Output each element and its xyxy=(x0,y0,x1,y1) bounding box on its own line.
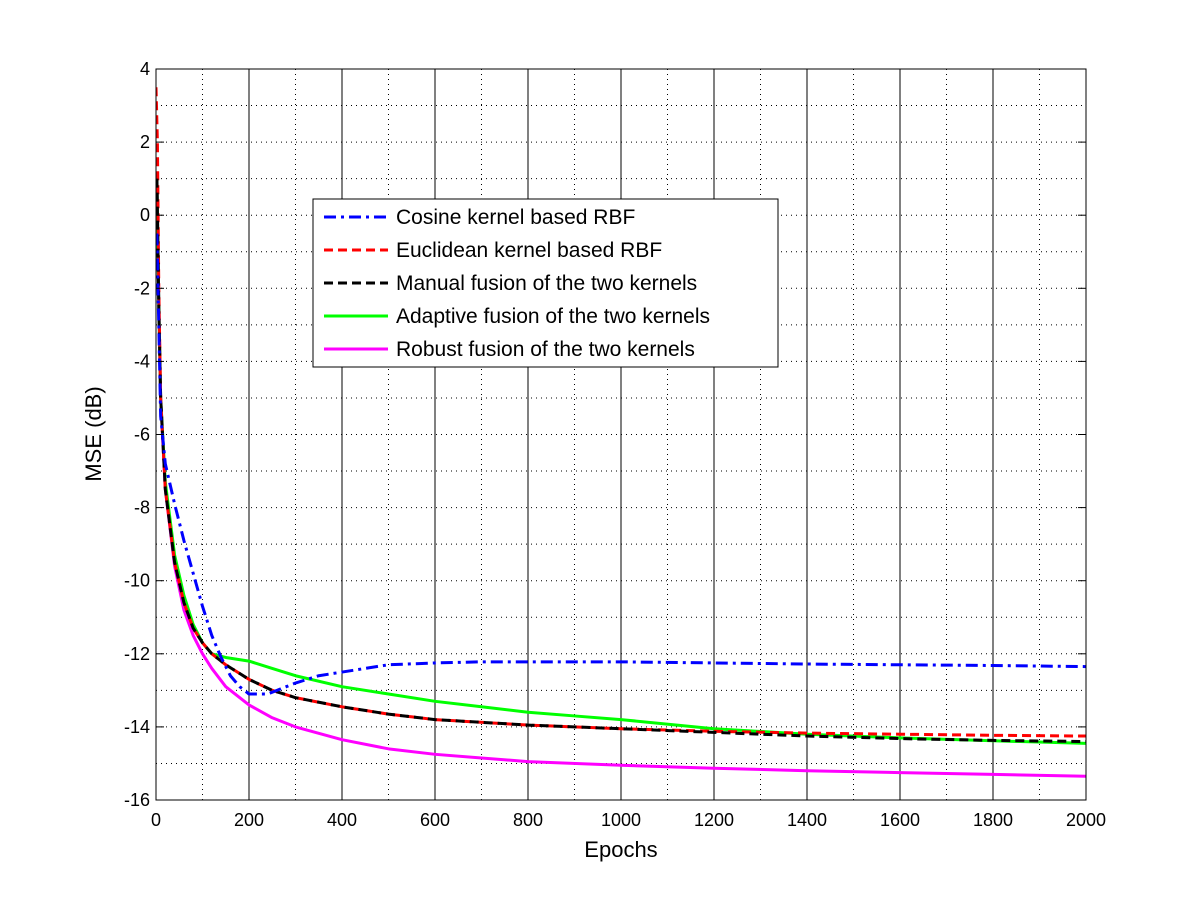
y-tick-label: -12 xyxy=(124,644,150,664)
tick-marks xyxy=(155,68,1087,801)
x-tick-label: 1000 xyxy=(601,810,641,830)
y-tick-label: -16 xyxy=(124,790,150,810)
x-tick-label: 1600 xyxy=(880,810,920,830)
legend: Cosine kernel based RBF Euclidean kernel … xyxy=(312,198,779,368)
x-tick-label: 0 xyxy=(151,810,161,830)
y-tick-label: -10 xyxy=(124,571,150,591)
legend-label-0: Cosine kernel based RBF xyxy=(396,206,635,229)
y-tick-label: -6 xyxy=(134,425,150,445)
y-tick-label: 0 xyxy=(140,205,150,225)
tick-labels: 0 200 400 600 800 1000 1200 1400 1600 1800 2000 -16… xyxy=(124,59,1106,830)
legend-label-3: Adaptive fusion of the two kernels xyxy=(396,305,710,328)
legend-label-4: Robust fusion of the two kernels xyxy=(396,338,695,361)
y-axis-label: MSE (dB) xyxy=(81,386,106,481)
series-layer xyxy=(156,87,1086,778)
y-tick-label: 4 xyxy=(140,59,150,79)
y-tick-label: -8 xyxy=(134,498,150,518)
grid-lines xyxy=(156,69,1086,800)
x-tick-label: 1200 xyxy=(694,810,734,830)
legend-label-2: Manual fusion of the two kernels xyxy=(396,272,697,295)
x-tick-label: 800 xyxy=(513,810,543,830)
x-tick-label: 2000 xyxy=(1066,810,1106,830)
x-tick-label: 1800 xyxy=(973,810,1013,830)
y-tick-label: 2 xyxy=(140,132,150,152)
y-tick-label: -4 xyxy=(134,351,150,371)
y-tick-label: -14 xyxy=(124,717,150,737)
legend-box xyxy=(312,198,779,368)
legend-label-1: Euclidean kernel based RBF xyxy=(396,239,662,262)
x-tick-label: 400 xyxy=(327,810,357,830)
y-tick-label: -2 xyxy=(134,278,150,298)
x-axis-label: Epochs xyxy=(584,837,657,862)
x-tick-label: 1400 xyxy=(787,810,827,830)
x-tick-label: 200 xyxy=(234,810,264,830)
series-line-0 xyxy=(156,233,1086,696)
x-tick-label: 600 xyxy=(420,810,450,830)
